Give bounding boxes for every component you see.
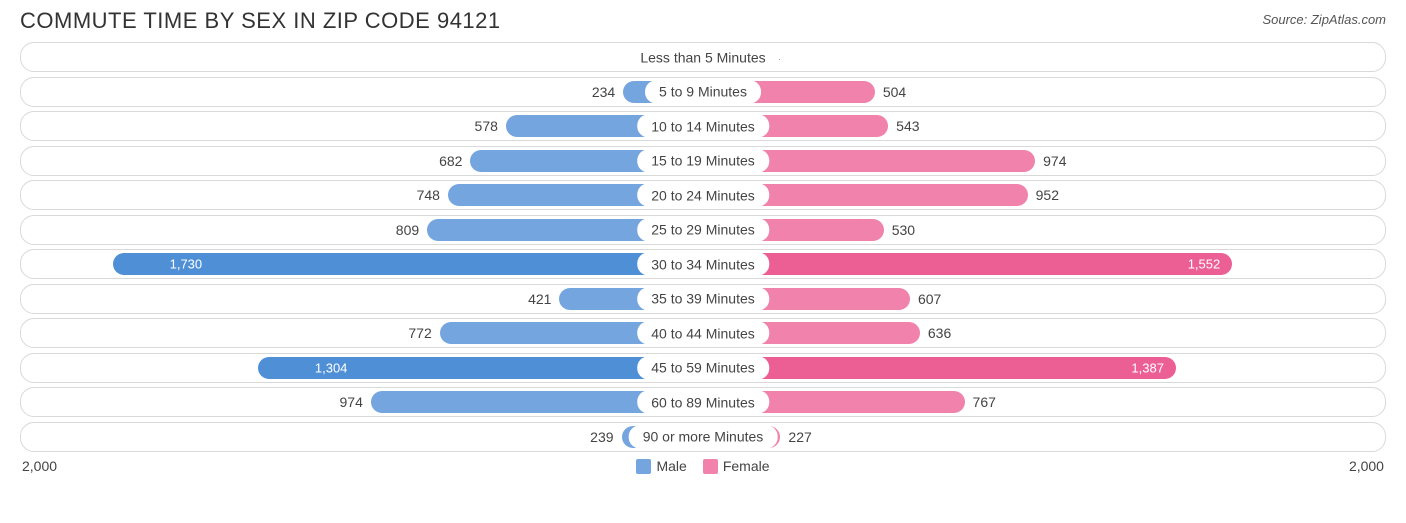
male-value: 578 [475,118,506,134]
bar-row: 578 543 10 to 14 Minutes [20,111,1386,141]
legend-item-male: Male [636,458,686,474]
category-label: 30 to 34 Minutes [637,252,769,275]
category-label: 25 to 29 Minutes [637,218,769,241]
male-value: 748 [417,187,448,203]
bar-row: 809 530 25 to 29 Minutes [20,215,1386,245]
category-label: 5 to 9 Minutes [645,80,761,103]
female-value: 530 [884,222,915,238]
female-value: 974 [1035,153,1066,169]
male-value: 234 [592,84,623,100]
female-value: 543 [888,118,919,134]
female-bar [703,253,1232,275]
category-label: 15 to 19 Minutes [637,149,769,172]
male-value: 974 [340,394,371,410]
legend-label-male: Male [656,458,686,474]
category-label: 35 to 39 Minutes [637,287,769,310]
bar-row: 239 22790 or more Minutes [20,422,1386,452]
legend-swatch-male [636,459,651,474]
axis-left-label: 2,000 [22,458,57,474]
bar-row: 1,730 1,552 30 to 34 Minutes [20,249,1386,279]
male-value: 682 [439,153,470,169]
bar-row: 234 504 5 to 9 Minutes [20,77,1386,107]
diverging-bar-chart: 71134Less than 5 Minutes 234 504 5 to 9 Min… [0,38,1406,452]
bar-row: 772 636 40 to 44 Minutes [20,318,1386,348]
category-label: 20 to 24 Minutes [637,183,769,206]
category-label: 40 to 44 Minutes [637,321,769,344]
female-value: 767 [965,394,996,410]
category-label: 90 or more Minutes [629,425,778,448]
bar-row: 974 767 60 to 89 Minutes [20,387,1386,417]
chart-title: COMMUTE TIME BY SEX IN ZIP CODE 94121 [20,8,501,34]
female-value: 607 [910,291,941,307]
legend-label-female: Female [723,458,770,474]
male-value: 809 [396,222,427,238]
bar-row: 1,304 1,387 45 to 59 Minutes [20,353,1386,383]
female-value: 1,552 [1188,257,1233,272]
male-value: 239 [590,429,621,445]
category-label: Less than 5 Minutes [626,45,779,68]
female-value: 952 [1028,187,1059,203]
legend: Male Female [636,458,769,474]
female-value: 636 [920,325,951,341]
female-value: 1,387 [1131,360,1176,375]
female-value: 227 [780,429,811,445]
bar-row: 71134Less than 5 Minutes [20,42,1386,72]
bar-row: 682 974 15 to 19 Minutes [20,146,1386,176]
axis-row: 2,000 Male Female 2,000 [0,456,1406,474]
legend-item-female: Female [703,458,770,474]
category-label: 45 to 59 Minutes [637,356,769,379]
chart-source: Source: ZipAtlas.com [1262,8,1386,27]
category-label: 60 to 89 Minutes [637,390,769,413]
legend-swatch-female [703,459,718,474]
female-bar [703,357,1176,379]
category-label: 10 to 14 Minutes [637,114,769,137]
male-value: 772 [408,325,439,341]
male-value: 421 [528,291,559,307]
male-value: 1,730 [158,257,203,272]
male-value: 1,304 [303,360,348,375]
female-value: 504 [875,84,906,100]
axis-right-label: 2,000 [1349,458,1384,474]
bar-row: 421 607 35 to 39 Minutes [20,284,1386,314]
chart-header: COMMUTE TIME BY SEX IN ZIP CODE 94121 So… [0,0,1406,38]
bar-row: 748 952 20 to 24 Minutes [20,180,1386,210]
